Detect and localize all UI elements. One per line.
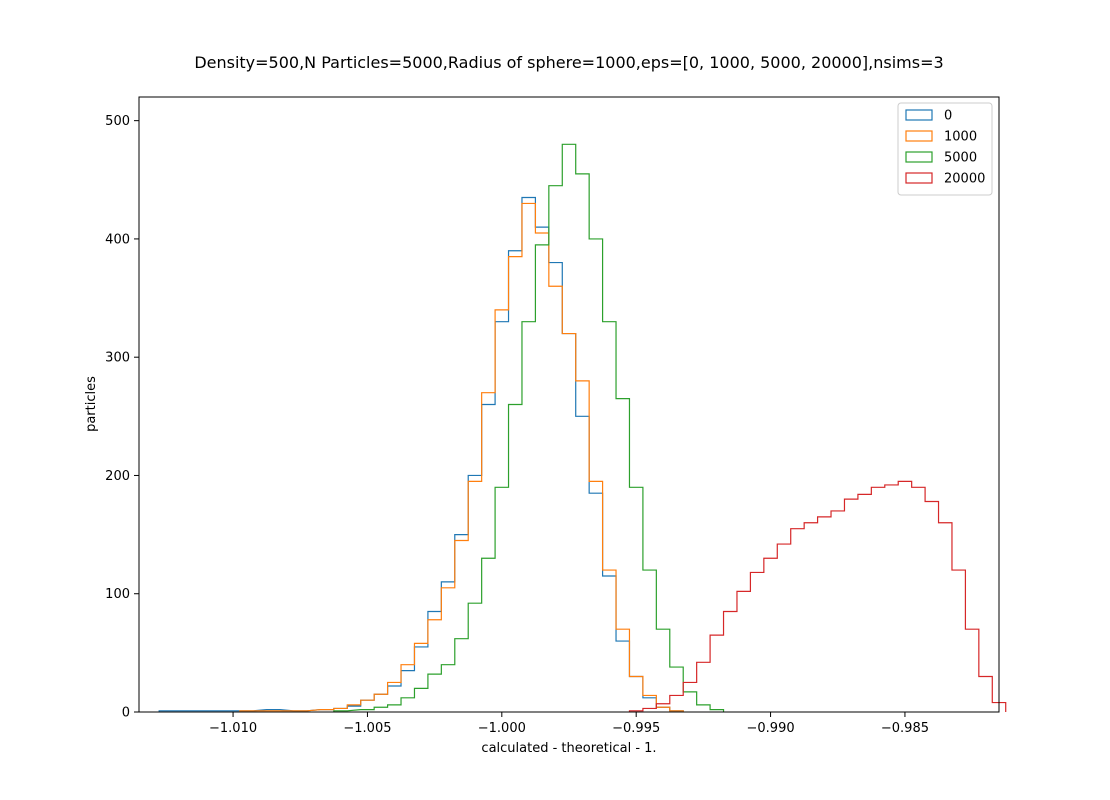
legend-label-20000: 20000 — [944, 172, 985, 187]
y-tick-label: 400 — [105, 232, 130, 247]
legend-label-5000: 5000 — [944, 151, 977, 166]
plot-area-frame — [138, 96, 1000, 713]
x-tick-label: −1.010 — [209, 721, 257, 736]
series-5000-step — [333, 143, 725, 712]
x-axis-label: calculated - theoretical - 1. — [481, 741, 656, 756]
y-tick-label: 0 — [122, 706, 130, 721]
series-layer — [158, 143, 1007, 712]
y-tick-label: 300 — [105, 351, 130, 366]
legend-swatch-5000 — [905, 151, 933, 163]
x-axis: −1.010 −1.005 −1.000 −0.995 −0.990 −0.985 — [209, 712, 929, 736]
legend: 0 1000 5000 20000 — [897, 102, 993, 196]
y-tick-label: 200 — [105, 469, 130, 484]
legend-label-0: 0 — [944, 109, 952, 124]
chart-title: Density=500,N Particles=5000,Radius of s… — [194, 53, 943, 72]
legend-swatch-20000 — [905, 172, 933, 184]
legend-frame — [897, 102, 993, 196]
x-tick-label: −0.995 — [612, 721, 660, 736]
x-tick-label: −1.005 — [343, 721, 391, 736]
y-tick-label: 100 — [105, 587, 130, 602]
series-20000-step — [628, 480, 1007, 712]
series-1000-step — [239, 202, 684, 712]
x-tick-label: −0.985 — [881, 721, 929, 736]
legend-label-1000: 1000 — [944, 130, 977, 145]
y-axis-label: particles — [84, 376, 99, 432]
legend-swatch-0 — [905, 109, 933, 121]
legend-swatch-1000 — [905, 130, 933, 142]
x-tick-label: −1.000 — [478, 721, 526, 736]
y-tick-label: 500 — [105, 114, 130, 129]
y-axis: 0 100 200 300 400 500 — [105, 114, 139, 721]
x-tick-label: −0.990 — [747, 721, 795, 736]
